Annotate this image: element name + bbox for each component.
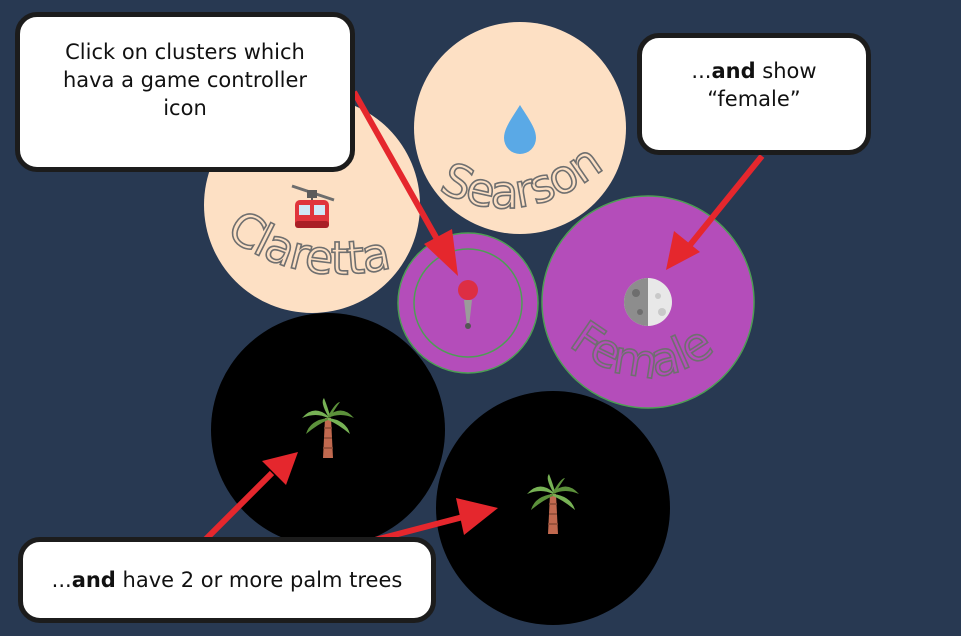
arrow-to-female-cluster (666, 154, 765, 270)
instruction-palm-prefix: ... (51, 568, 72, 592)
instruction-callout-palm: ...and have 2 or more palm trees (18, 537, 436, 623)
instruction-callout-controller: Click on clusters which hava a game cont… (15, 12, 355, 172)
instruction-palm-text: ...and have 2 or more palm trees (52, 566, 403, 594)
instruction-palm-rest: have 2 or more palm trees (115, 568, 403, 592)
palm-tree-icon (302, 398, 354, 458)
arrow-to-palm-right (374, 498, 498, 543)
arrow-to-pin-cluster (351, 90, 458, 276)
droplet-icon (504, 105, 536, 154)
instruction-female-prefix: ... (691, 59, 712, 83)
aerial-tramway-icon (291, 184, 335, 228)
cluster-pin[interactable] (397, 232, 539, 374)
instruction-controller-text: Click on clusters which hava a game cont… (62, 40, 308, 120)
arrow-to-palm-left (202, 452, 298, 543)
last-quarter-moon-icon (624, 278, 672, 326)
round-pushpin-icon (458, 280, 478, 329)
instruction-callout-female: ...and show “female” (637, 33, 871, 155)
palm-tree-icon (527, 474, 579, 534)
instruction-female-rest: show (755, 59, 817, 83)
cluster-palm-left[interactable] (211, 313, 445, 547)
cluster-pin-inner-ring (413, 248, 523, 358)
cluster-searson[interactable]: Searson (414, 22, 626, 234)
instruction-palm-bold: and (71, 568, 116, 592)
instruction-female-bold: and (711, 59, 756, 83)
annotation-arrows (202, 90, 765, 543)
instruction-female-line2: “female” (707, 87, 801, 111)
cluster-palm-right[interactable] (436, 391, 670, 625)
cluster-female[interactable]: Female (541, 195, 755, 409)
instruction-female-text: ...and show “female” (691, 57, 816, 113)
